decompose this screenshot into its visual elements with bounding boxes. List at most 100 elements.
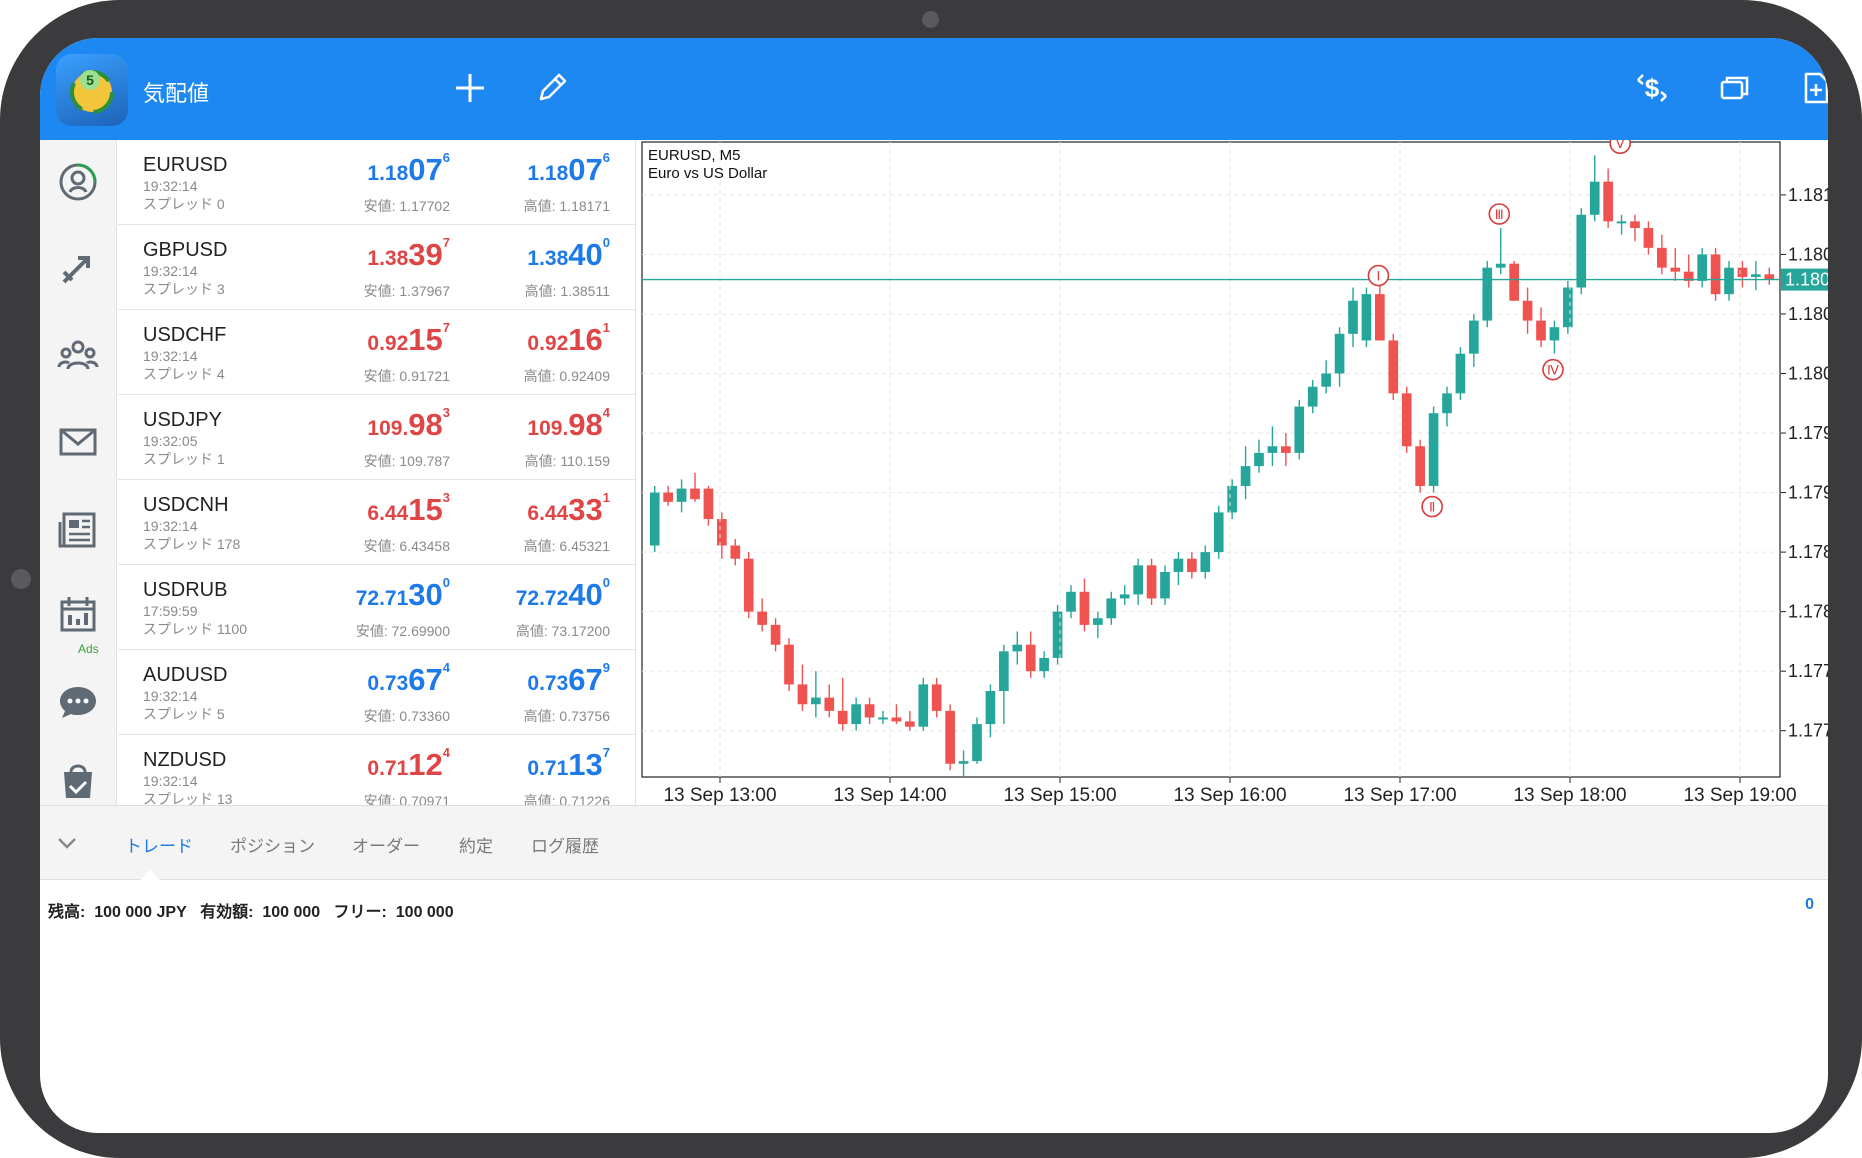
quote-row[interactable]: USDRUB 17:59:59 スプレッド 1100 72.71300 72.72400…: [118, 565, 635, 650]
candle-body: [1321, 373, 1331, 387]
market-icon[interactable]: [40, 740, 116, 820]
quote-row[interactable]: USDJPY 19:32:05 スプレッド 1 109.983 109.984 安値: 1…: [118, 395, 635, 480]
bid-main: 6.44: [367, 502, 409, 525]
ask-price[interactable]: 6.44331: [527, 490, 610, 528]
tab-trade[interactable]: トレード: [125, 837, 193, 856]
ask-price[interactable]: 0.71137: [527, 745, 610, 783]
candle-body: [717, 519, 727, 546]
ask-pips: 40: [568, 237, 603, 272]
y-tick-label: 1.17915: [1788, 483, 1828, 503]
bid-price[interactable]: 109.983: [367, 405, 450, 443]
new-document-icon[interactable]: [1796, 68, 1828, 108]
wave-label: Ⅰ: [1377, 269, 1381, 284]
ask-price[interactable]: 1.38400: [527, 235, 610, 273]
daily-high: 高値: 110.159: [524, 453, 610, 469]
tab-orders[interactable]: オーダー: [352, 837, 420, 856]
bid-pips: 15: [408, 492, 443, 527]
edit-icon[interactable]: [532, 68, 572, 108]
bid-price[interactable]: 0.73674: [367, 660, 450, 698]
x-tick-label: 13 Sep 18:00: [1513, 785, 1626, 805]
wave-label: Ⅲ: [1495, 207, 1504, 222]
candle-body: [1227, 485, 1237, 513]
quote-row[interactable]: AUDUSD 19:32:14 スプレッド 5 0.73674 0.73679 安値: 0…: [118, 650, 635, 735]
bid-main: 1.18: [367, 162, 409, 185]
windows-icon[interactable]: [1714, 68, 1754, 108]
mail-icon[interactable]: [40, 402, 116, 482]
home-button[interactable]: [11, 569, 31, 589]
symbol-name: EURUSD: [143, 154, 228, 176]
quote-row[interactable]: USDCHF 19:32:14 スプレッド 4 0.92157 0.92161 安値: 0…: [118, 310, 635, 395]
quote-row[interactable]: USDCNH 19:32:14 スプレッド 178 6.44153 6.44331 安値:…: [118, 480, 635, 565]
quote-row[interactable]: NZDUSD 19:32:14 スプレッド 13 0.71124 0.71137 安値: …: [118, 735, 635, 805]
quote-spread: スプレッド 5: [143, 706, 225, 722]
chevron-down-icon[interactable]: [52, 828, 82, 858]
candle-body: [1415, 446, 1425, 486]
quote-row[interactable]: EURUSD 19:32:14 スプレッド 0 1.18076 1.18076 安値: 1…: [118, 140, 635, 225]
candle-body: [1589, 181, 1600, 215]
candle-body: [1133, 565, 1143, 595]
candle-body: [1173, 558, 1184, 572]
candlestick-chart[interactable]: 1.18140 1.18095 1.18050 1.18005 1.17960 1.179…: [640, 132, 1828, 806]
ask-pips: 98: [568, 407, 603, 442]
chat-icon[interactable]: [40, 663, 116, 743]
quote-time: 19:32:14: [143, 178, 198, 194]
quote-row[interactable]: GBPUSD 19:32:14 スプレッド 3 1.38397 1.38400 安値: 1…: [118, 225, 635, 310]
quotes-icon[interactable]: [40, 142, 116, 222]
y-tick-label: 1.17870: [1788, 542, 1828, 562]
bid-main: 0.73: [367, 672, 409, 695]
bid-price[interactable]: 1.38397: [367, 235, 450, 273]
bid-main: 72.71: [355, 587, 409, 610]
candle-body: [1428, 413, 1439, 486]
ask-main: 6.44: [527, 502, 569, 525]
candle-body: [1643, 227, 1654, 248]
quote-spread: スプレッド 1100: [143, 621, 247, 637]
community-icon[interactable]: [40, 315, 116, 395]
bid-price[interactable]: 0.71124: [367, 745, 450, 783]
trade-icon[interactable]: [40, 228, 116, 308]
bid-point: 6: [442, 150, 450, 165]
bid-price[interactable]: 6.44153: [367, 490, 450, 528]
calendar-icon[interactable]: [40, 575, 116, 655]
ask-point: 0: [602, 235, 610, 250]
candle-body: [1509, 263, 1519, 301]
currency-exchange-icon[interactable]: $: [1632, 68, 1672, 108]
candle-body: [1267, 446, 1278, 453]
bid-pips: 98: [408, 407, 443, 442]
quotes-list: EURUSD 19:32:14 スプレッド 0 1.18076 1.18076 安値: 1…: [118, 140, 636, 805]
bid-price[interactable]: 1.18076: [367, 150, 450, 188]
bid-point: 3: [442, 490, 450, 505]
symbol-name: USDCHF: [143, 324, 227, 346]
ask-price[interactable]: 0.92161: [527, 320, 610, 358]
metatrader-logo-icon[interactable]: 5: [56, 54, 128, 126]
news-icon[interactable]: [40, 490, 116, 570]
candle-body: [1616, 221, 1627, 224]
candle-body: [958, 761, 969, 764]
y-tick-label: 1.18095: [1788, 244, 1828, 264]
bid-price[interactable]: 72.71300: [355, 575, 450, 613]
ask-price[interactable]: 0.73679: [527, 660, 610, 698]
candle-body: [770, 624, 781, 645]
quote-spread: スプレッド 13: [143, 791, 233, 805]
ask-main: 109.: [527, 417, 569, 440]
active-tab-indicator: [140, 870, 160, 880]
tab-journal[interactable]: ログ履歴: [531, 837, 599, 856]
chart-title: EURUSD, M5: [648, 147, 741, 164]
ask-price[interactable]: 1.18076: [527, 150, 610, 188]
bid-price[interactable]: 0.92157: [367, 320, 450, 358]
candle-body: [1200, 552, 1211, 572]
price-chart[interactable]: 1.18140 1.18095 1.18050 1.18005 1.17960 1.179…: [640, 132, 1828, 806]
ask-price[interactable]: 109.984: [527, 405, 610, 443]
add-icon[interactable]: [450, 68, 490, 108]
candle-body: [1710, 254, 1721, 295]
x-tick-label: 13 Sep 14:00: [833, 785, 946, 805]
tab-deals[interactable]: 約定: [459, 837, 493, 856]
ask-main: 1.18: [527, 162, 569, 185]
candle-body: [1213, 512, 1224, 553]
quote-time: 19:32:14: [143, 518, 198, 534]
candle-body: [1495, 263, 1506, 268]
tab-positions[interactable]: ポジション: [230, 837, 315, 856]
candle-body: [1334, 333, 1345, 374]
wave-marker: [1488, 203, 1511, 225]
page-title: 気配値: [143, 81, 210, 106]
ask-price[interactable]: 72.72400: [516, 575, 610, 613]
